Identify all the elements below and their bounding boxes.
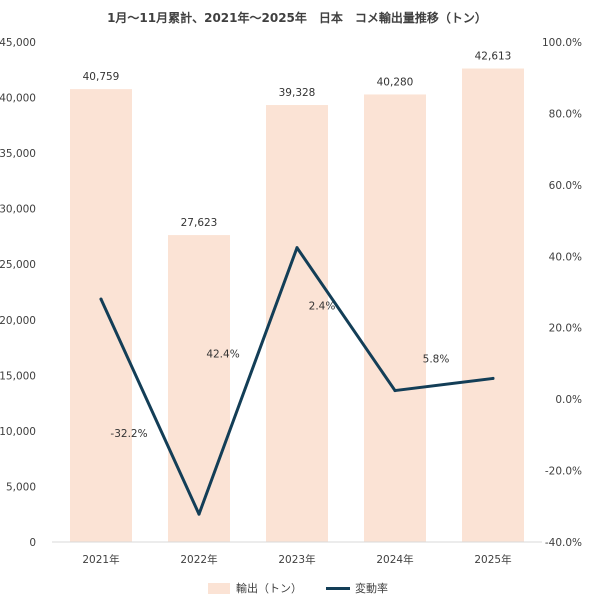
legend-bar-label: 輸出（トン）	[236, 581, 302, 595]
bars-group: 40,759 27,623 39,328 40,280 42,613	[70, 51, 524, 543]
bar-2025年	[462, 68, 524, 543]
line-point-2022年	[197, 512, 201, 516]
bar-2023年	[266, 105, 328, 543]
right-tick-label: 60.0%	[549, 180, 582, 192]
left-tick-label: 45,000	[0, 37, 36, 49]
legend-line-label: 変動率	[355, 581, 388, 595]
left-tick-label: 25,000	[0, 259, 36, 271]
bar-label-2023年: 39,328	[279, 87, 316, 99]
line-point-2024年	[393, 389, 397, 393]
bar-label-2024年: 40,280	[377, 76, 414, 88]
chart-title: 1月～11月累計、2021年～2025年 日本 コメ輸出量推移（トン）	[107, 10, 487, 25]
line-label-2022年: -32.2%	[110, 428, 147, 440]
left-tick-label: 15,000	[0, 370, 36, 382]
left-tick-label: 30,000	[0, 204, 36, 216]
left-tick-label: 0	[29, 537, 36, 549]
bar-2022年	[168, 235, 230, 543]
right-axis: -40.0% -20.0% 0.0% 20.0% 40.0% 60.0% 80.0% 100.…	[542, 37, 582, 549]
right-tick-label: 20.0%	[549, 323, 582, 335]
bar-label-2025年: 42,613	[475, 51, 512, 63]
left-axis: 0 5,000 10,000 15,000 20,000 25,000 30,000 35,0…	[0, 37, 36, 549]
line-label-2025年: 5.8%	[423, 353, 450, 365]
line-point-2023年	[295, 246, 299, 250]
line-label-2023年: 42.4%	[206, 349, 239, 361]
left-tick-label: 40,000	[0, 93, 36, 105]
bar-label-2022年: 27,623	[181, 217, 218, 229]
right-tick-label: 0.0%	[555, 394, 582, 406]
x-tick-label: 2025年	[474, 553, 511, 566]
line-group: -32.2% 42.4% 2.4% 5.8%	[99, 246, 495, 516]
bar-label-2021年: 40,759	[83, 71, 120, 83]
line-point-2025年	[491, 376, 495, 380]
right-tick-label: -20.0%	[545, 466, 582, 478]
bar-2024年	[364, 94, 426, 542]
x-tick-label: 2024年	[376, 553, 413, 566]
right-tick-label: 80.0%	[549, 108, 582, 120]
x-tick-label: 2021年	[82, 553, 119, 566]
left-tick-label: 10,000	[0, 426, 36, 438]
legend-bar-swatch	[208, 583, 230, 594]
right-tick-label: 40.0%	[549, 251, 582, 263]
bar-2021年	[70, 89, 132, 542]
x-tick-label: 2023年	[278, 553, 315, 566]
x-axis: 2021年 2022年 2023年 2024年 2025年	[82, 553, 511, 566]
legend: 輸出（トン） 変動率	[208, 581, 388, 595]
left-tick-label: 20,000	[0, 315, 36, 327]
line-label-2024年: 2.4%	[309, 301, 336, 313]
x-tick-label: 2022年	[180, 553, 217, 566]
line-point-2021年	[99, 297, 103, 301]
left-tick-label: 35,000	[0, 148, 36, 160]
left-tick-label: 5,000	[6, 481, 36, 493]
right-tick-label: -40.0%	[545, 537, 582, 549]
right-tick-label: 100.0%	[542, 37, 582, 49]
